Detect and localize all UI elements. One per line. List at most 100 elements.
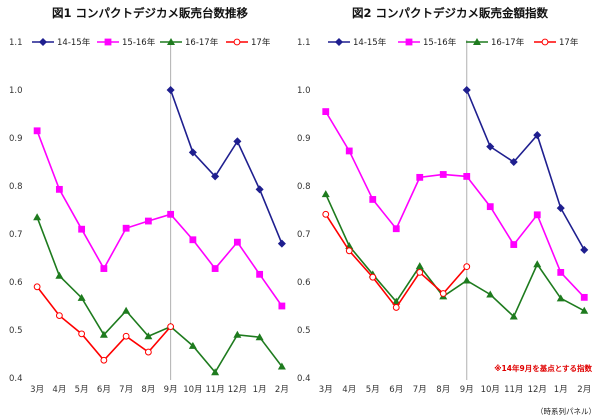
x-tick-label: 4月 (342, 385, 356, 395)
data-point (77, 293, 86, 301)
data-point (55, 312, 63, 320)
x-tick-label: 7月 (119, 385, 133, 395)
data-point (439, 171, 447, 178)
data-point (122, 224, 130, 232)
x-tick-label: 4月 (52, 385, 66, 395)
x-tick-label: 5月 (75, 385, 89, 395)
data-point (462, 85, 471, 95)
data-point (233, 137, 242, 146)
data-point (322, 108, 330, 115)
series-1 (33, 127, 286, 310)
legend-marker (405, 38, 413, 46)
x-tick-label: 10月 (183, 385, 202, 395)
y-tick-label: 1.1 (9, 38, 23, 48)
data-point (557, 269, 565, 276)
legend-marker (541, 38, 549, 46)
x-tick-label: 11月 (504, 385, 523, 395)
series-2 (33, 213, 286, 376)
data-point (392, 225, 400, 233)
x-tick-label: 12月 (228, 385, 247, 395)
data-point (321, 190, 330, 198)
data-point (463, 263, 471, 271)
data-point (509, 312, 518, 320)
data-point (556, 294, 565, 302)
data-point (580, 245, 589, 254)
data-point (122, 332, 130, 340)
data-point (369, 273, 377, 281)
data-point (211, 265, 219, 272)
data-point (188, 148, 197, 157)
x-tick-label: 2月 (275, 385, 289, 395)
legend-item: 15-16年 (97, 37, 156, 48)
data-point (78, 225, 86, 233)
chart-title: 図1 コンパクトデジカメ販売台数推移 (52, 6, 249, 20)
series-line (169, 89, 283, 244)
legend-label: 14-15年 (353, 37, 387, 48)
series-3 (33, 283, 175, 364)
data-point (416, 173, 424, 181)
chart-unit-sales: 図1 コンパクトデジカメ販売台数推移 0.4 0.5 0.6 0.7 0.8 0.9 1.0 1… (9, 6, 289, 395)
legend-label: 15-16年 (122, 37, 156, 48)
series-line (325, 193, 585, 318)
x-tick-label: 9月 (164, 385, 178, 395)
data-point (167, 323, 175, 331)
data-point (166, 85, 175, 95)
series-line (36, 286, 172, 362)
y-tick-label: 0.4 (9, 374, 23, 384)
data-point (211, 368, 220, 376)
x-tick-label: 8月 (436, 385, 450, 395)
y-tick-label: 0.6 (297, 278, 311, 288)
series-1 (322, 108, 588, 301)
annotation: ※14年9月を基点とする指数 (494, 363, 592, 373)
legend-label: 17年 (251, 37, 271, 48)
legend-marker (167, 38, 175, 45)
data-point (556, 204, 565, 213)
data-point (345, 147, 353, 155)
series-line (36, 216, 283, 374)
x-tick-label: 1月 (554, 385, 568, 395)
x-tick-label: 9月 (460, 385, 474, 395)
data-point (255, 185, 264, 194)
legend-item: 17年 (226, 37, 271, 48)
legend-item: 17年 (534, 37, 579, 48)
data-point (33, 283, 41, 291)
data-point (580, 306, 589, 314)
x-tick-label: 3月 (319, 385, 333, 395)
data-point (580, 293, 588, 301)
data-point (55, 271, 64, 279)
y-tick-label: 0.5 (9, 326, 23, 336)
data-point (533, 131, 542, 140)
data-point (233, 330, 242, 338)
data-point (78, 330, 86, 338)
data-point (415, 262, 424, 270)
x-tick-label: 8月 (141, 385, 155, 395)
x-tick-label: 5月 (366, 385, 380, 395)
legend: 14-15年 15-16年 16-17年 17年 (32, 37, 271, 48)
data-point (439, 290, 447, 297)
x-tick-label: 6月 (97, 385, 111, 395)
data-point (416, 269, 424, 276)
legend-label: 16-17年 (491, 37, 525, 48)
data-point (369, 196, 377, 203)
data-point (255, 333, 264, 341)
data-point (211, 172, 220, 181)
legend-item: 14-15年 (328, 37, 387, 48)
legend-item: 14-15年 (32, 37, 91, 48)
data-point (345, 247, 353, 255)
chart-sales-value-index: 図2 コンパクトデジカメ販売金額指数 0.4 0.5 0.6 0.7 0.8 0.9 1.0 1… (297, 6, 592, 395)
series-0 (462, 85, 589, 254)
data-point (463, 173, 471, 180)
data-point (99, 330, 108, 338)
data-point (486, 142, 495, 151)
series-line (466, 89, 585, 251)
data-point (144, 348, 152, 356)
chart-title: 図2 コンパクトデジカメ販売金額指数 (352, 6, 549, 20)
y-tick-label: 0.6 (9, 278, 23, 288)
x-tick-label: 11月 (205, 385, 224, 395)
y-tick-label: 0.5 (297, 326, 311, 336)
legend-marker (38, 37, 48, 47)
y-tick-label: 0.4 (297, 374, 311, 384)
x-tick-label: 2月 (577, 385, 591, 395)
y-tick-label: 0.7 (297, 230, 311, 240)
legend-item: 16-17年 (466, 37, 525, 48)
